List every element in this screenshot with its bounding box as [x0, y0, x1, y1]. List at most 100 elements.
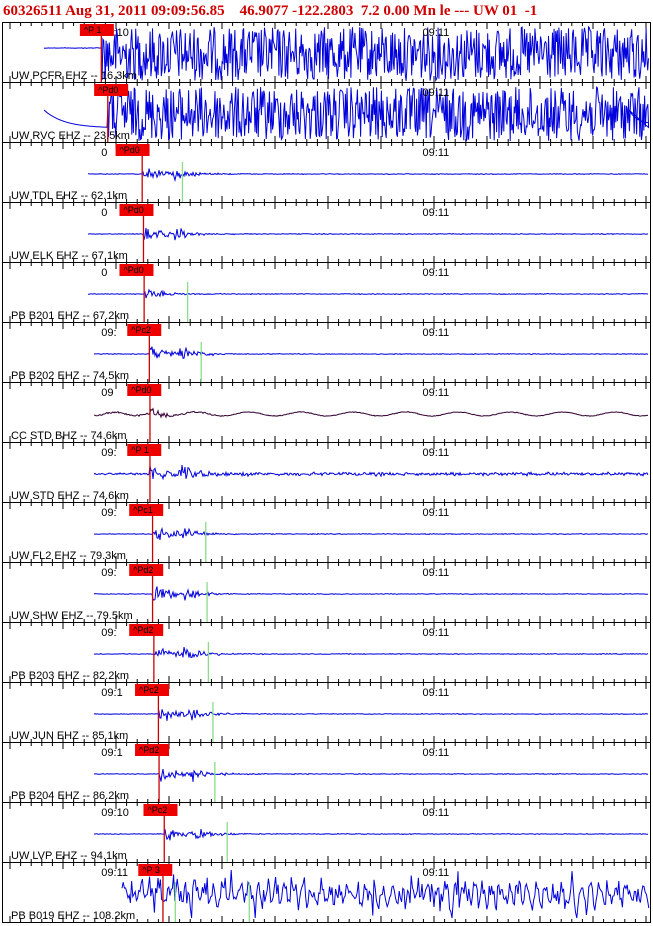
panel-frame	[2, 382, 651, 443]
time-label: 09:11	[423, 567, 450, 579]
pick-label: ^P 1	[131, 445, 149, 455]
station-label: UW PCFR EHZ -- 16.3km	[11, 70, 137, 82]
pick-marker[interactable]	[127, 384, 162, 396]
trace-panel[interactable]: 09:1 09:11 ^Pd2 PB B204 EHZ -- 86.2km	[2, 742, 651, 803]
time-label: 0	[101, 207, 107, 219]
trace-panel[interactable]: 09:11 09:11 ^P 3 PB B019 EHZ -- 108.2km	[2, 862, 651, 923]
waveform-trace	[87, 288, 649, 299]
time-label: 09:	[101, 507, 116, 519]
trace-panel[interactable]: 09:1 09:11 ^Pc2 UW JUN EHZ -- 85.1km	[2, 682, 651, 743]
trace-panel[interactable]: 0 09:11 ^Pd0 PB B201 EHZ -- 67.2km	[2, 262, 651, 323]
time-label: 09:	[101, 447, 116, 459]
waveform-trace	[43, 25, 649, 82]
panel-frame	[2, 682, 651, 743]
time-label: 09:	[101, 567, 116, 579]
pick-marker[interactable]	[119, 204, 154, 216]
waveform-trace	[93, 829, 648, 841]
panel-frame	[2, 742, 651, 803]
time-label: 09:	[101, 327, 116, 339]
trace-panel[interactable]: 09: 09:11 ^Pc2 PB B202 EHZ -- 74.5km	[2, 322, 651, 383]
panel-frame	[2, 442, 651, 503]
pick-marker[interactable]	[129, 624, 164, 636]
waveform-trace	[93, 407, 649, 419]
pick-marker[interactable]	[135, 744, 170, 756]
station-label: PB B201 EHZ -- 67.2km	[11, 310, 129, 322]
station-label: UW LVP EHZ -- 94.1km	[11, 850, 127, 862]
pick-label: ^Pd0	[123, 265, 143, 275]
time-label: 09:11	[423, 327, 450, 339]
pick-label: ^Pd0	[120, 145, 140, 155]
pick-label: ^P 1	[84, 25, 102, 35]
trace-panel[interactable]: 09:10 09:11^P 1UW PCFR EHZ -- 16.3km	[2, 22, 651, 83]
time-label: 09:11	[423, 687, 450, 699]
pick-marker[interactable]	[115, 144, 150, 156]
time-label: 09:11	[423, 747, 450, 759]
station-label: PB B019 EHZ -- 108.2km	[11, 910, 135, 922]
time-label: 0	[101, 267, 107, 279]
time-label: 09:	[101, 627, 116, 639]
pick-label: ^Pd0	[123, 205, 143, 215]
time-label: 09:10	[101, 807, 129, 819]
pick-label: ^Pd2	[133, 565, 153, 575]
time-label: 09:11	[423, 87, 450, 99]
trace-panel[interactable]: 09 09:11 ^Pd0 CC STD BHZ -- 74.6km	[2, 382, 651, 443]
trace-panel[interactable]: 09: 09:11 ^Pd2 UW SHW EHZ -- 79.5km	[2, 562, 651, 623]
pick-marker[interactable]	[135, 684, 170, 696]
time-label: 09:11	[423, 807, 450, 819]
waveform-trace	[93, 526, 649, 540]
station-label: PB B204 EHZ -- 86.2km	[11, 790, 129, 802]
trace-panel[interactable]: 09:10 09:11 ^Pc2 UW LVP EHZ -- 94.1km	[2, 802, 651, 863]
station-label: UW SHW EHZ -- 79.5km	[11, 610, 133, 622]
pick-marker[interactable]	[94, 84, 129, 96]
pick-label: ^Pc1	[133, 505, 153, 515]
trace-panel[interactable]: 0 09:11 ^Pd0 UW TDL EHZ -- 62.1km	[2, 142, 651, 203]
pick-label: ^Pc2	[139, 685, 159, 695]
panel-frame	[2, 502, 651, 563]
time-label: 09:11	[423, 267, 450, 279]
time-label: 09:1	[101, 747, 122, 759]
time-label: 0	[101, 147, 107, 159]
pick-marker[interactable]	[129, 504, 164, 516]
pick-label: ^Pd0	[98, 85, 118, 95]
waveform-trace	[87, 227, 649, 241]
panel-frame	[2, 262, 651, 323]
pick-marker[interactable]	[138, 864, 173, 876]
trace-panel[interactable]: 0 09:11 ^Pd0 UW ELK EHZ -- 67.1km	[2, 202, 651, 263]
time-label: 09:1	[101, 687, 122, 699]
time-label: 09:11	[423, 447, 450, 459]
time-label: 09	[101, 387, 113, 399]
station-label: UW FL2 EHZ -- 79.3km	[11, 550, 126, 562]
pick-marker[interactable]	[79, 24, 114, 36]
time-label: 09:11	[101, 867, 128, 879]
trace-panel[interactable]: 09: 09:11 ^P 1 UW STD EHZ -- 74.6km	[2, 442, 651, 503]
time-label: 09:11	[423, 507, 450, 519]
pick-label: ^Pd2	[139, 745, 159, 755]
pick-label: ^Pc2	[131, 325, 151, 335]
station-label: CC STD BHZ -- 74.6km	[11, 430, 127, 442]
trace-panel[interactable]: 09: 09:11 ^Pc1 UW FL2 EHZ -- 79.3km	[2, 502, 651, 563]
pick-marker[interactable]	[143, 804, 178, 816]
station-label: PB B203 EHZ -- 82.2km	[11, 670, 129, 682]
waveform-trace	[121, 869, 650, 919]
pick-marker[interactable]	[127, 324, 162, 336]
time-label: 09:11	[423, 867, 450, 879]
waveform-trace	[93, 708, 649, 721]
waveform-trace	[93, 646, 649, 659]
panel-frame	[2, 322, 651, 383]
panel-frame	[2, 142, 651, 203]
station-label: UW ELK EHZ -- 67.1km	[11, 250, 128, 262]
trace-panel[interactable]: 09: 09:11 ^Pd2 PB B203 EHZ -- 82.2km	[2, 622, 651, 683]
panel-frame	[2, 862, 651, 923]
waveform-trace	[43, 86, 650, 143]
pick-label: ^Pd0	[131, 385, 151, 395]
pick-marker[interactable]	[127, 444, 162, 456]
waveform-trace	[93, 586, 649, 601]
pick-marker[interactable]	[119, 264, 154, 276]
waveform-trace	[87, 168, 649, 183]
station-label: UW STD EHZ -- 74.6km	[11, 490, 129, 502]
station-label: UW JUN EHZ -- 85.1km	[11, 730, 128, 742]
panel-frame	[2, 622, 651, 683]
pick-marker[interactable]	[129, 564, 164, 576]
